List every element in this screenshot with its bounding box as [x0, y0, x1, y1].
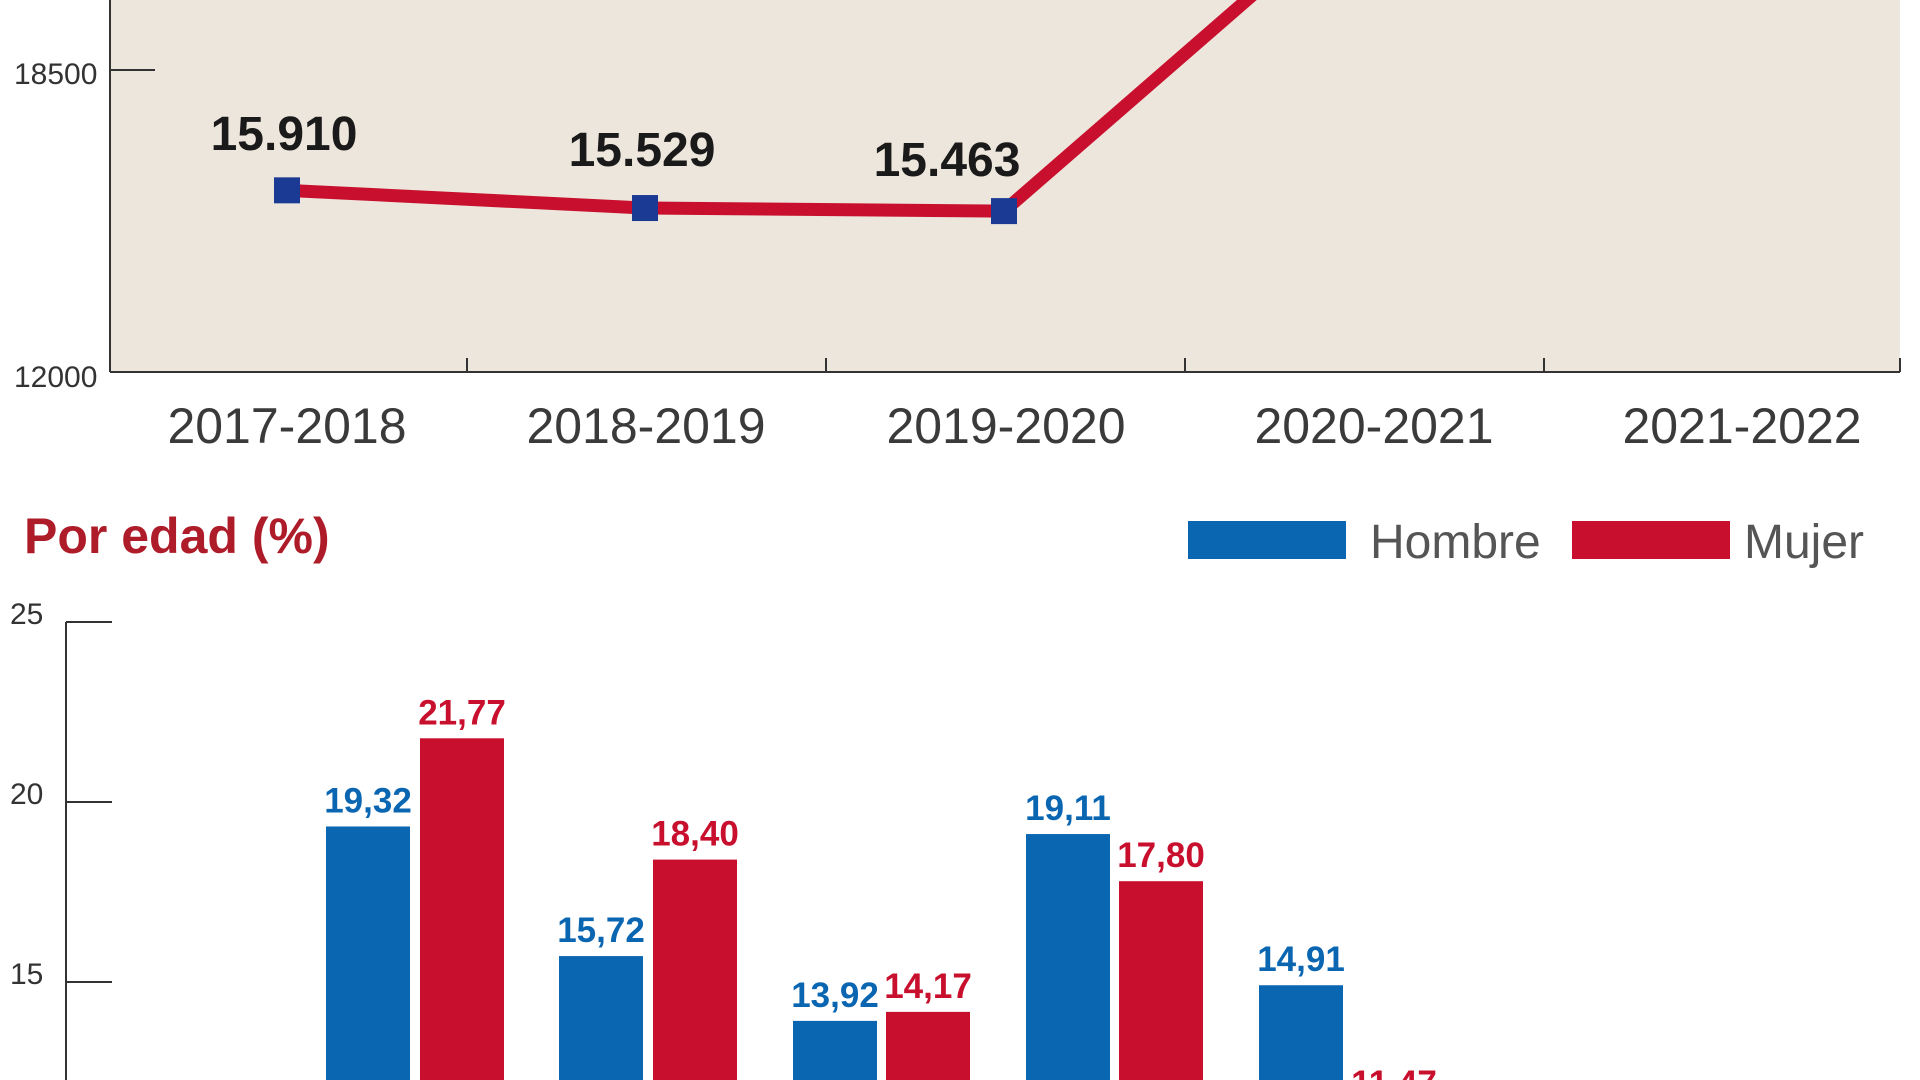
bar-value-label-mujer: 14,17 — [884, 967, 972, 1006]
line-category-label: 2019-2020 — [886, 398, 1125, 450]
line-marker-group — [274, 177, 1017, 225]
bar-value-label-hombre: 19,11 — [1025, 789, 1111, 828]
legend-label-hombre: Hombre — [1370, 516, 1541, 569]
bar-value-label-hombre: 13,92 — [791, 976, 879, 1015]
line-value-label: 15.463 — [874, 134, 1021, 187]
legend-swatch-mujer — [1572, 521, 1730, 559]
line-marker — [274, 177, 300, 204]
line-marker — [991, 198, 1017, 225]
legend-swatch-hombre — [1188, 521, 1346, 559]
line-ytick-label: 12000 — [14, 361, 97, 394]
legend-label-mujer: Mujer — [1744, 516, 1864, 569]
line-value-label: 15.529 — [569, 124, 716, 177]
bar-hombre — [559, 956, 643, 1080]
bar-value-label-hombre: 19,32 — [324, 781, 412, 820]
bar-mujer — [653, 859, 737, 1080]
bar-value-label-hombre: 15,72 — [557, 911, 645, 950]
bar-value-label-hombre: 14,91 — [1257, 940, 1345, 979]
line-marker — [632, 195, 658, 222]
line-xtick-group — [466, 358, 1901, 372]
bar-value-label-mujer: 11,47 — [1351, 1064, 1437, 1080]
line-chart: 18500 12000 15.910 15.529 15.463 2017-20… — [14, 0, 1901, 450]
bar-chart: Por edad (%) Hombre Mujer 25 20 15 19,32… — [10, 508, 1864, 1080]
bar-mujer — [1119, 881, 1203, 1080]
bar-hombre — [1259, 985, 1343, 1080]
line-ytick-label: 18500 — [14, 58, 97, 91]
bar-hombre — [1026, 834, 1110, 1080]
line-category-label: 2020-2021 — [1254, 398, 1493, 450]
bar-ytick-label: 25 — [10, 598, 43, 631]
bar-mujer — [886, 1011, 970, 1080]
bar-value-label-mujer: 21,77 — [418, 693, 506, 732]
bar-value-label-mujer: 17,80 — [1117, 836, 1205, 875]
bar-chart-title: Por edad (%) — [24, 508, 330, 564]
bar-value-label-mujer: 18,40 — [651, 815, 739, 854]
line-plot-background — [110, 0, 1900, 372]
bar-group: 19,32 15,72 13,92 19,11 14,91 21,77 18,40 14,17… — [324, 693, 1437, 1080]
bar-mujer — [420, 738, 504, 1080]
line-value-label: 15.910 — [211, 108, 358, 161]
bar-ytick-label: 20 — [10, 778, 43, 811]
line-category-label: 2017-2018 — [167, 398, 406, 450]
line-category-label: 2021-2022 — [1622, 398, 1861, 450]
bar-hombre — [793, 1020, 877, 1080]
bar-hombre — [326, 826, 410, 1080]
line-category-label: 2018-2019 — [526, 398, 765, 450]
bar-ytick-label: 15 — [10, 958, 43, 991]
